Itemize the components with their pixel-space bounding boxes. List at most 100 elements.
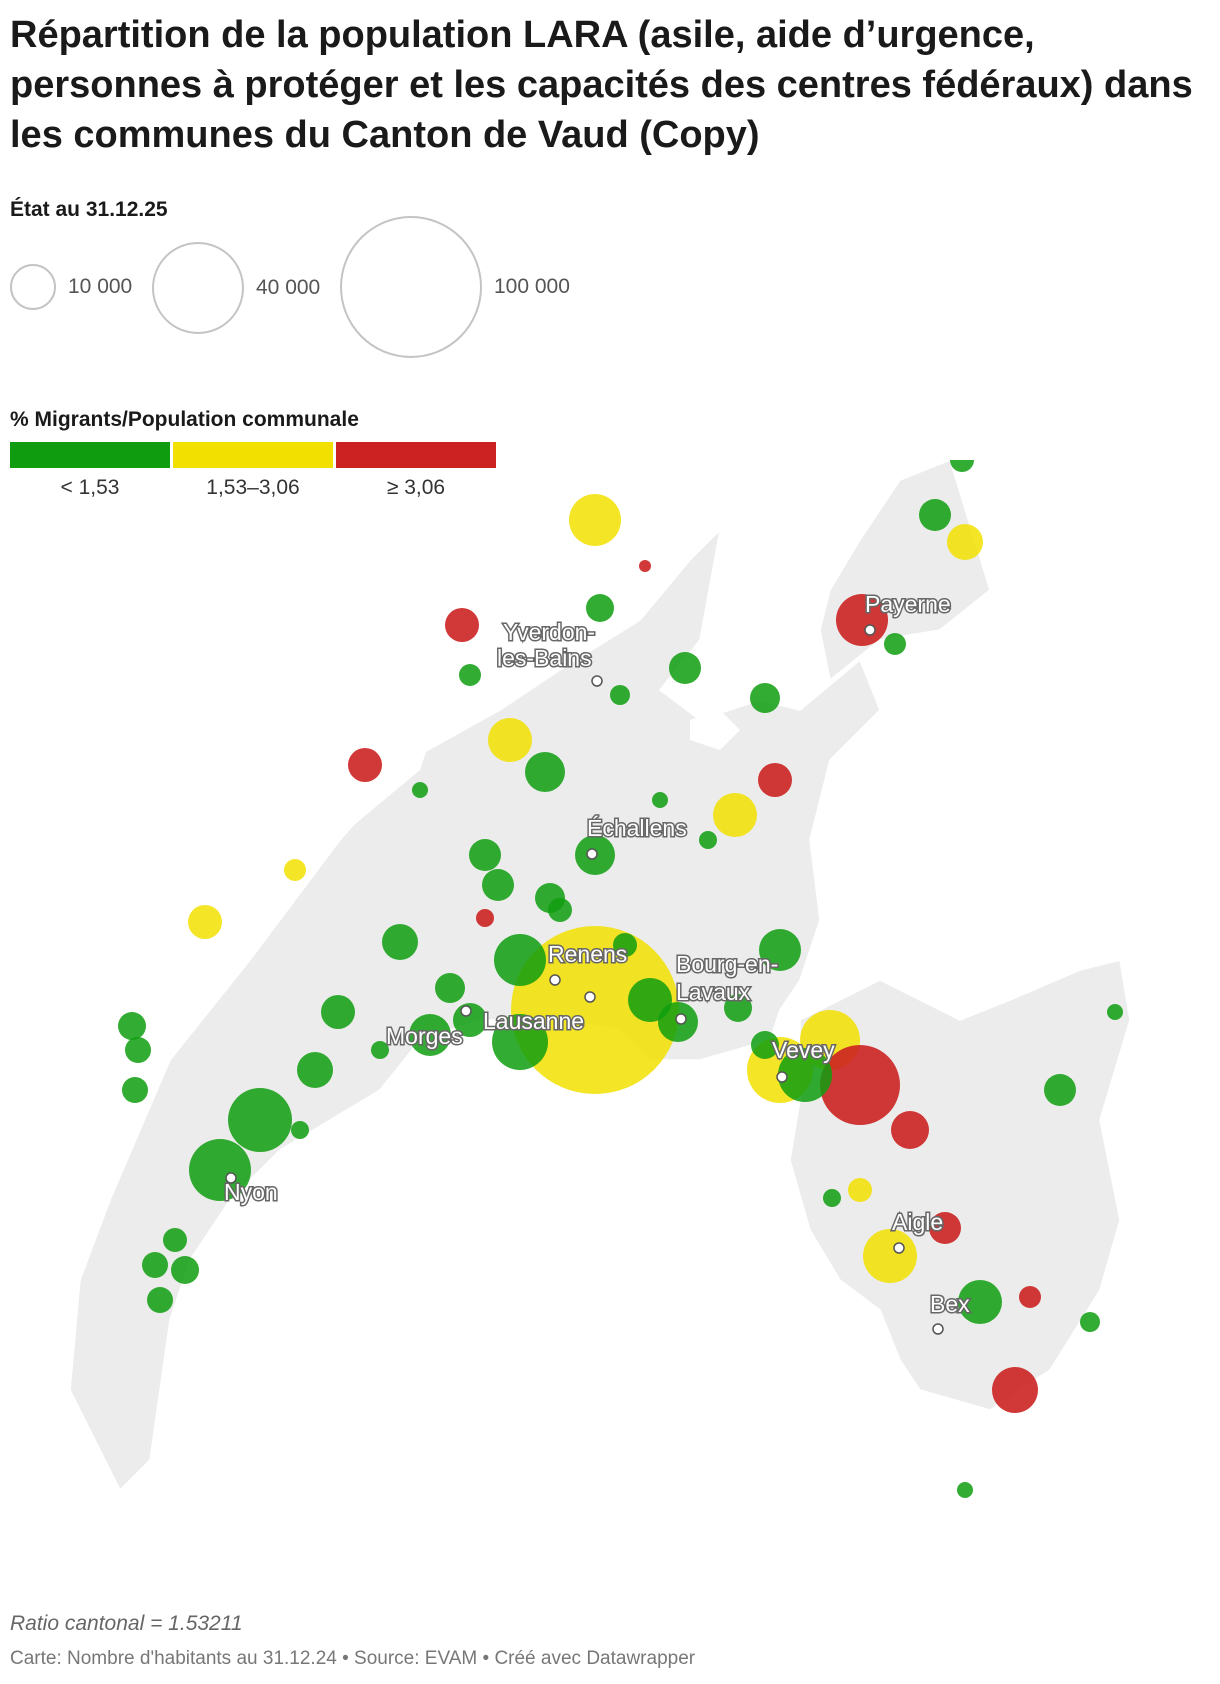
size-legend-label: 100 000: [494, 275, 570, 298]
city-marker: [584, 991, 596, 1003]
color-swatch-low: [10, 442, 170, 468]
commune-bubble: [476, 909, 494, 927]
commune-bubble: [492, 1014, 548, 1070]
vaud-map: Yverdon-les-Bains Payerne Échallens Rene…: [69, 460, 1131, 1498]
commune-bubble: [494, 934, 546, 986]
commune-bubble: [348, 748, 382, 782]
city-marker: [675, 1013, 687, 1025]
commune-bubble: [884, 633, 906, 655]
commune-bubble: [147, 1287, 173, 1313]
city-label-lausanne: Lausanne: [483, 1008, 584, 1034]
city-label-payerne: Payerne: [865, 591, 951, 617]
size-legend-item: 10 000: [10, 264, 132, 310]
commune-bubble: [118, 1012, 146, 1040]
commune-bubbles: [118, 460, 1123, 1498]
map-subtitle: État au 31.12.25: [10, 198, 168, 221]
city-label-yverdon-line: les-Bains: [497, 645, 592, 671]
commune-bubble: [669, 652, 701, 684]
lake-joux: [690, 710, 740, 750]
city-marker: [460, 1005, 472, 1017]
size-legend-item: 40 000: [152, 242, 320, 334]
commune-bubble: [759, 929, 801, 971]
commune-bubble: [548, 898, 572, 922]
city-marker: [591, 675, 603, 687]
commune-bubble: [525, 752, 565, 792]
commune-bubble: [163, 1228, 187, 1252]
commune-bubble: [958, 1280, 1002, 1324]
commune-bubble: [435, 973, 465, 1003]
commune-bubble: [459, 664, 481, 686]
color-swatch-high: [336, 442, 496, 468]
color-swatch-mid: [173, 442, 333, 468]
commune-bubble: [189, 1139, 251, 1201]
lake-neuchatel: [230, 740, 430, 920]
city-label-bourg-en-lavaux: Bourg-en-Lavaux: [676, 951, 778, 1005]
commune-bubble: [919, 499, 951, 531]
commune-bubble: [511, 926, 679, 1094]
city-labels: Yverdon-les-Bains Payerne Échallens Rene…: [223, 590, 972, 1319]
city-label-bex: Bex: [930, 1291, 970, 1317]
commune-bubble: [586, 594, 614, 622]
commune-bubble: [947, 524, 983, 560]
commune-bubble: [228, 1088, 292, 1152]
color-legend-label: 1,53–3,06: [206, 476, 300, 499]
color-legend-label: < 1,53: [60, 476, 120, 499]
commune-bubble: [652, 792, 668, 808]
commune-bubble: [382, 924, 418, 960]
city-marker: [549, 974, 561, 986]
commune-bubble: [482, 869, 514, 901]
commune-bubble: [125, 1037, 151, 1063]
size-legend-label: 10 000: [68, 275, 133, 298]
city-markers: [225, 624, 944, 1335]
commune-bubble: [750, 683, 780, 713]
city-marker: [932, 1323, 944, 1335]
commune-bubble: [1080, 1312, 1100, 1332]
city-label-yverdon-line: Yverdon-: [503, 619, 595, 645]
commune-bubble: [699, 831, 717, 849]
commune-bubble: [409, 1014, 451, 1056]
commune-bubble: [863, 1229, 917, 1283]
commune-bubble: [1044, 1074, 1076, 1106]
city-label-vevey: Vevey: [772, 1037, 835, 1063]
commune-bubble: [610, 685, 630, 705]
commune-bubble: [291, 1121, 309, 1139]
commune-bubble: [488, 718, 532, 762]
commune-bubble: [1019, 1286, 1041, 1308]
color-legend-label: ≥ 3,06: [386, 476, 446, 499]
commune-bubble: [950, 460, 974, 472]
commune-bubble: [891, 1111, 929, 1149]
city-label-yverdon: Yverdon-les-Bains: [497, 619, 595, 671]
city-label-nyon: Nyon: [224, 1179, 278, 1205]
commune-bubble: [569, 494, 621, 546]
commune-bubble: [836, 594, 888, 646]
ratio-note: Ratio cantonal = 1.53211: [10, 1612, 243, 1635]
city-label-aigle: Aigle: [892, 1209, 943, 1235]
commune-bubble: [297, 1052, 333, 1088]
city-label-bourg-line: Bourg-en-: [676, 951, 778, 977]
commune-bubble: [445, 608, 479, 642]
commune-bubble: [992, 1367, 1038, 1413]
commune-bubble: [142, 1252, 168, 1278]
city-marker: [864, 624, 876, 636]
city-label-bourg-line: Lavaux: [676, 979, 751, 1005]
city-label-echallens: Échallens: [587, 815, 687, 841]
commune-bubble: [751, 1031, 779, 1059]
commune-bubble: [171, 1256, 199, 1284]
size-legend-item: 100 000: [340, 216, 570, 358]
commune-bubble: [469, 839, 501, 871]
commune-bubble: [823, 1189, 841, 1207]
commune-bubble: [957, 1482, 973, 1498]
commune-bubble: [848, 1178, 872, 1202]
commune-bubble: [628, 978, 672, 1022]
size-circle-icon: [152, 242, 244, 334]
city-marker: [776, 1071, 788, 1083]
map-title: Répartition de la population LARA (asile…: [10, 14, 1193, 156]
city-marker: [225, 1172, 237, 1184]
size-legend: 10 000 40 000 100 000: [10, 216, 650, 390]
color-legend: < 1,53 1,53–3,06 ≥ 3,06: [10, 442, 496, 502]
commune-bubble: [639, 560, 651, 572]
commune-bubble: [284, 859, 306, 881]
commune-bubble: [713, 793, 757, 837]
color-legend-title: % Migrants/Population communale: [10, 408, 359, 431]
size-circle-icon: [10, 264, 56, 310]
